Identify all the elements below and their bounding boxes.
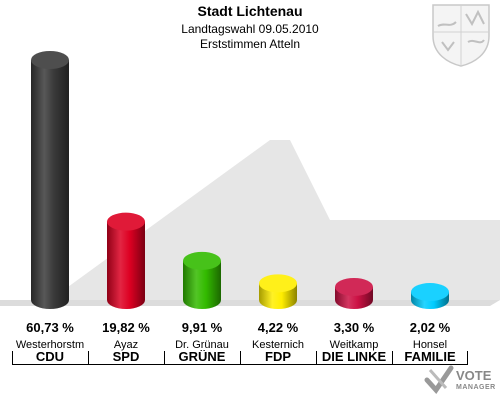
- bar-die-linke: [335, 277, 373, 309]
- party-label: FDP: [240, 350, 316, 365]
- candidate-label: Honsel: [412, 339, 448, 351]
- value-label: 60,73 %: [26, 320, 74, 335]
- category-separator: [467, 351, 468, 365]
- category-separator: [88, 351, 89, 365]
- party-label: FAMILIE: [392, 350, 468, 365]
- vote-manager-check-icon: [424, 365, 454, 395]
- value-label: 19,82 %: [102, 320, 150, 335]
- party-label: SPD: [88, 350, 164, 365]
- party-label: DIE LINKE: [316, 350, 392, 365]
- category-separator: [392, 351, 393, 365]
- coat-of-arms-icon: [432, 4, 490, 67]
- watermark-vote: VOTE: [456, 368, 492, 383]
- candidate-label: Weitkamp: [329, 339, 379, 351]
- chart-subtitle-district: Erststimmen Atteln: [199, 37, 301, 51]
- category-separator: [240, 351, 241, 365]
- party-label: GRÜNE: [164, 350, 240, 365]
- bar-spd: [107, 212, 145, 309]
- bar-familie: [411, 283, 449, 309]
- bar-fdp: [259, 274, 297, 309]
- value-label: 9,91 %: [181, 320, 223, 335]
- candidate-label: Kesternich: [252, 339, 304, 351]
- category-separator: [12, 351, 13, 365]
- candidate-label: Ayaz: [113, 339, 139, 351]
- chart-subtitle-election: Landtagswahl 09.05.2010: [181, 22, 319, 36]
- bar-cdu: [31, 51, 69, 309]
- candidate-label: Westerhorstm: [15, 339, 85, 351]
- value-label: 3,30 %: [333, 320, 375, 335]
- bar-grüne: [183, 251, 221, 309]
- watermark-manager: MANAGER: [456, 384, 496, 391]
- party-label: CDU: [12, 350, 88, 365]
- chart-backdrop-shadow: [50, 140, 500, 300]
- category-separator: [316, 351, 317, 365]
- value-label: 2,02 %: [409, 320, 451, 335]
- category-separator: [164, 351, 165, 365]
- chart-title: Stadt Lichtenau: [197, 3, 303, 19]
- candidate-label: Dr. Grünau: [175, 339, 229, 351]
- value-label: 4,22 %: [257, 320, 299, 335]
